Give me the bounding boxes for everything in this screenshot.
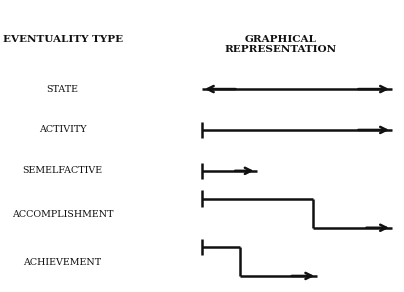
Text: STATE: STATE bbox=[46, 85, 79, 93]
Text: ACHIEVEMENT: ACHIEVEMENT bbox=[23, 258, 102, 267]
Text: EVENTUALITY TYPE: EVENTUALITY TYPE bbox=[2, 35, 123, 44]
Text: ACTIVITY: ACTIVITY bbox=[39, 126, 86, 134]
Text: GRAPHICAL
REPRESENTATION: GRAPHICAL REPRESENTATION bbox=[225, 35, 337, 54]
Text: ACCOMPLISHMENT: ACCOMPLISHMENT bbox=[12, 210, 114, 219]
Text: SEMELFACTIVE: SEMELFACTIVE bbox=[23, 166, 103, 175]
